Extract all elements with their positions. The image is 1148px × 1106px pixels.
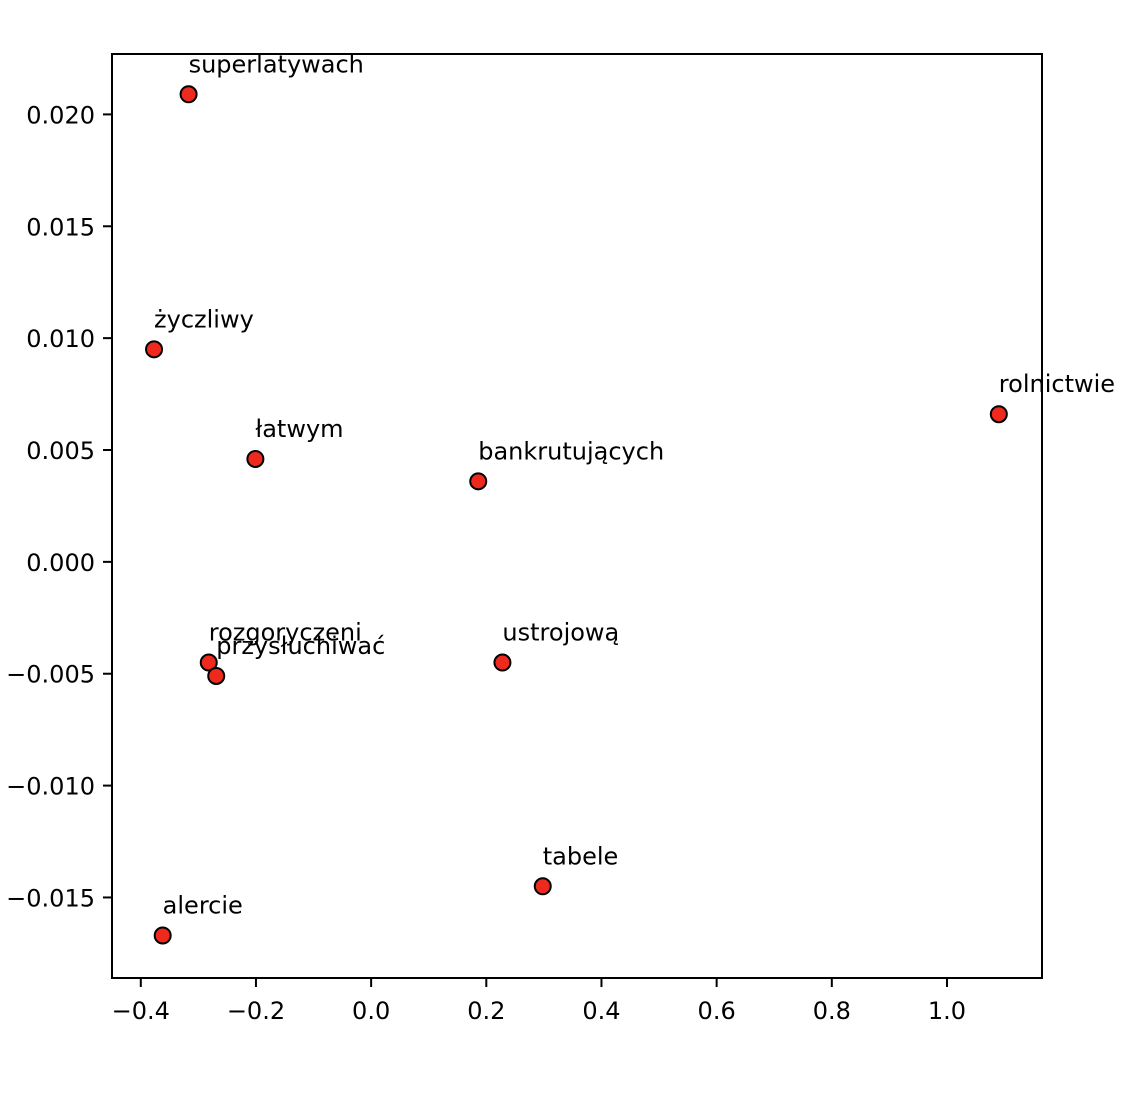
point-label: ustrojową xyxy=(502,619,619,647)
y-tick-label: 0.015 xyxy=(26,213,95,241)
x-axis: −0.4 −0.2 0.0 0.2 0.4 0.6 0.8 1.0 xyxy=(112,978,966,1025)
point-label: tabele xyxy=(543,842,619,870)
y-tick-label: −0.015 xyxy=(6,884,95,912)
point-label: przysłuchiwać xyxy=(216,632,385,660)
x-tick-label: 0.2 xyxy=(467,997,505,1025)
y-axis: −0.015 −0.010 −0.005 0.000 0.005 0.010 0.015 0.… xyxy=(6,101,112,912)
x-tick-label: 0.4 xyxy=(582,997,620,1025)
x-tick-label: 0.6 xyxy=(698,997,736,1025)
data-point xyxy=(469,472,488,491)
x-tick-label: −0.4 xyxy=(112,997,170,1025)
point-label: rozgoryczeni xyxy=(209,619,362,647)
data-point xyxy=(246,449,265,468)
point-labels: superlatywachżyczliwyłatwymbankrutującyc… xyxy=(154,50,1115,919)
y-tick-label: 0.010 xyxy=(26,325,95,353)
y-tick-label: 0.020 xyxy=(26,101,95,129)
y-tick-label: 0.005 xyxy=(26,437,95,465)
data-points xyxy=(145,85,1008,945)
data-point xyxy=(179,85,198,104)
point-label: życzliwy xyxy=(154,305,254,333)
point-label: bankrutujących xyxy=(478,437,664,465)
point-label: rolnictwie xyxy=(999,370,1115,398)
data-point xyxy=(493,653,512,672)
point-label: łatwym xyxy=(255,415,343,443)
data-point xyxy=(199,653,218,672)
plot-frame xyxy=(111,53,1043,979)
data-point xyxy=(207,666,226,685)
y-tick-label: 0.000 xyxy=(26,549,95,577)
data-point xyxy=(153,926,172,945)
x-tick-label: 0.8 xyxy=(813,997,851,1025)
plot-background xyxy=(112,54,1042,978)
x-tick-label: 0.0 xyxy=(352,997,390,1025)
y-tick-label: −0.005 xyxy=(6,661,95,689)
x-tick-label: 1.0 xyxy=(928,997,966,1025)
point-label: alercie xyxy=(163,891,243,919)
y-tick-label: −0.010 xyxy=(6,773,95,801)
data-point xyxy=(533,877,552,896)
data-point xyxy=(989,405,1008,424)
x-tick-label: −0.2 xyxy=(227,997,285,1025)
data-point xyxy=(145,340,164,359)
